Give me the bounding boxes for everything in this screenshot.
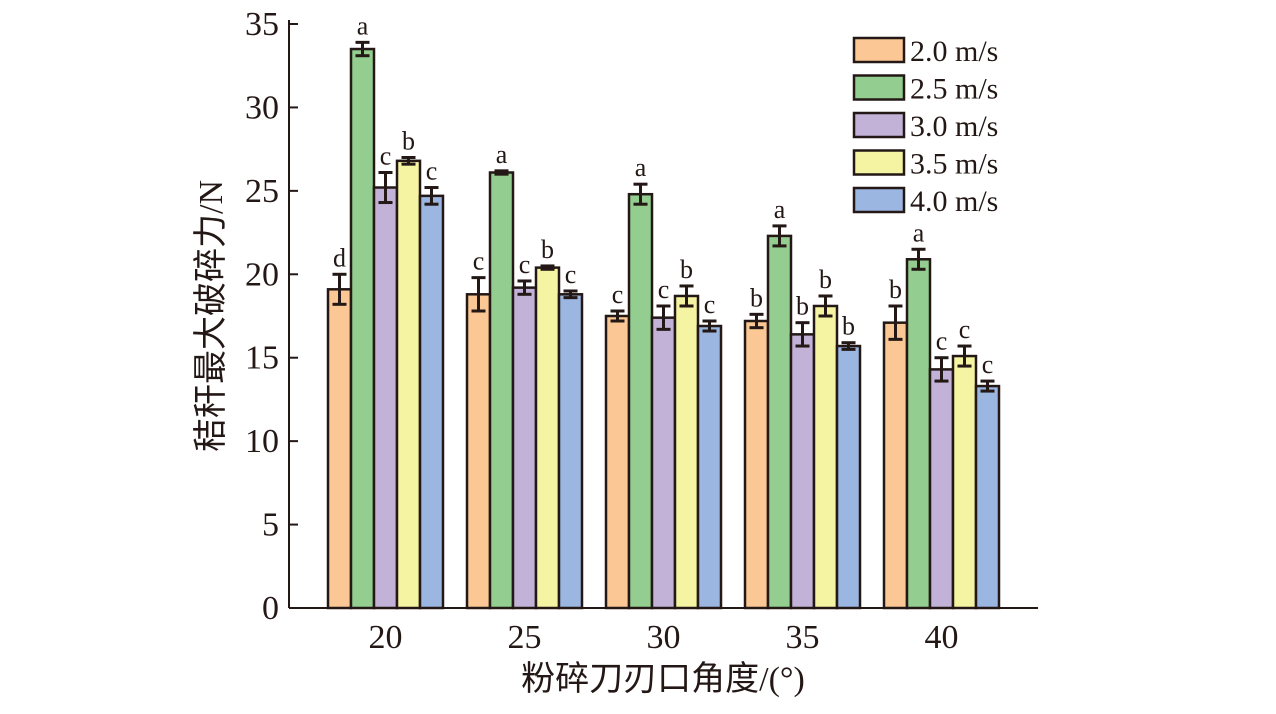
significance-label: a: [913, 218, 925, 247]
bar: [604, 314, 631, 610]
y-tick-label: 10: [245, 423, 279, 460]
significance-label: c: [959, 315, 971, 344]
legend-swatch: [852, 149, 906, 176]
bar: [766, 234, 793, 610]
bar: [326, 288, 353, 610]
bar: [835, 344, 862, 610]
y-tick-label: 0: [262, 590, 279, 627]
x-tick-label: 40: [925, 619, 959, 656]
significance-label: c: [982, 350, 994, 379]
bar: [882, 321, 909, 610]
bar: [395, 159, 422, 610]
bar: [789, 333, 816, 610]
bar: [349, 47, 376, 610]
significance-label: c: [473, 247, 485, 276]
legend-label: 2.0 m/s: [910, 35, 998, 68]
legend-swatch: [852, 36, 906, 64]
significance-label: b: [541, 235, 554, 264]
y-tick-label: 15: [245, 340, 279, 377]
bar: [905, 258, 932, 610]
legend-label: 2.5 m/s: [910, 73, 998, 106]
significance-label: c: [426, 157, 438, 186]
significance-label: c: [519, 250, 531, 279]
bar: [534, 266, 561, 610]
significance-label: b: [750, 283, 763, 312]
significance-label: a: [357, 11, 369, 40]
bar: [928, 368, 955, 610]
bar: [418, 194, 445, 610]
significance-label: a: [774, 195, 786, 224]
significance-label: b: [842, 312, 855, 341]
legend-swatch: [852, 111, 906, 139]
legend-label: 3.0 m/s: [910, 110, 998, 143]
bar: [488, 171, 515, 610]
bar: [951, 354, 978, 610]
significance-label: c: [658, 275, 670, 304]
legend-label: 4.0 m/s: [910, 185, 998, 218]
bar: [557, 293, 584, 610]
significance-label: c: [380, 142, 392, 171]
significance-label: b: [402, 126, 415, 155]
significance-label: b: [796, 292, 809, 321]
significance-label: c: [565, 260, 577, 289]
x-tick-label: 30: [647, 619, 681, 656]
legend-label: 3.5 m/s: [910, 148, 998, 181]
bar: [673, 294, 700, 610]
significance-label: a: [496, 140, 508, 169]
y-tick-label: 20: [245, 256, 279, 293]
bar: [812, 304, 839, 610]
significance-label: b: [680, 255, 693, 284]
y-tick-label: 25: [245, 173, 279, 210]
legend: 2.0 m/s 2.5 m/s 3.0 m/s 3.5 m/s 4.0 m/s: [852, 35, 998, 218]
y-tick-label: 30: [245, 89, 279, 126]
bar: [696, 324, 723, 610]
bar: [743, 319, 770, 610]
x-tick-label: 35: [786, 619, 820, 656]
x-axis-title: 粉碎刀刃口角度/(°): [521, 660, 805, 698]
significance-label: b: [819, 265, 832, 294]
y-tick-label: 5: [262, 507, 279, 544]
bar: [627, 192, 654, 610]
bar: [465, 293, 492, 610]
bar: [974, 384, 1001, 610]
bar: [372, 186, 399, 610]
significance-label: c: [704, 290, 716, 319]
significance-label: c: [936, 327, 948, 356]
y-axis-title: 秸秆最大破碎力/N: [192, 180, 230, 452]
significance-label: d: [333, 243, 346, 272]
significance-label: b: [889, 275, 902, 304]
legend-swatch: [852, 186, 906, 214]
axes: 0 5 10 15 20 25 30 35 20 25 30 35 40: [245, 6, 1038, 656]
y-tick-label: 35: [245, 6, 279, 43]
bar: [650, 316, 677, 610]
significance-label: a: [635, 153, 647, 182]
significance-label: c: [612, 280, 624, 309]
x-tick-label: 25: [508, 619, 542, 656]
bar: [511, 286, 538, 610]
x-tick-label: 20: [369, 619, 403, 656]
legend-swatch: [852, 74, 906, 101]
